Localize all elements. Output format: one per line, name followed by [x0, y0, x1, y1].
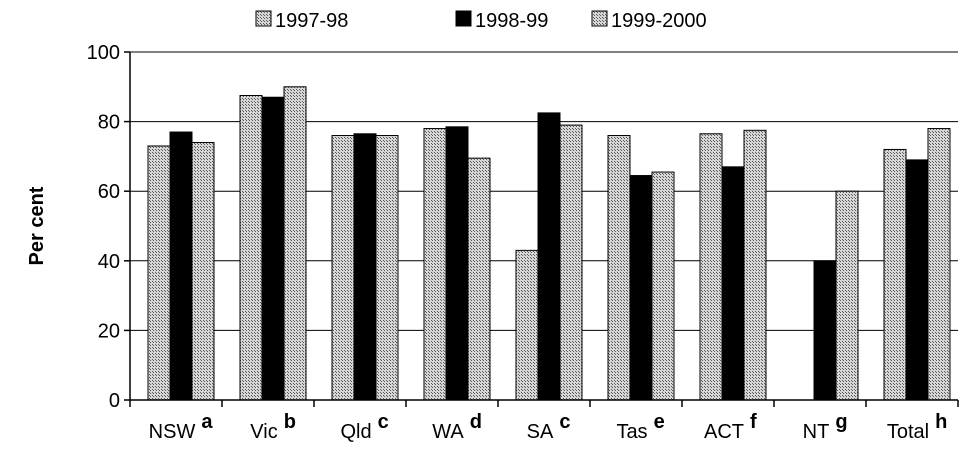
x-category-label: Total — [887, 421, 929, 443]
bar-1999-2000-Vic — [283, 86, 307, 401]
legend-swatch — [455, 10, 472, 27]
bar-1997-98-Total — [883, 148, 907, 401]
legend: 1997-98 1998-99 1999-2000 — [255, 10, 707, 32]
x-category-note: h — [935, 411, 947, 433]
bar-1999-2000-Total — [927, 128, 951, 401]
x-category-note: d — [470, 411, 482, 433]
legend-swatch — [591, 10, 608, 27]
bar-1999-2000-WA — [467, 157, 491, 401]
y-tick-label: 0 — [109, 390, 120, 412]
x-category-label: ACT — [704, 421, 744, 443]
legend-label: 1997-98 — [275, 10, 348, 32]
bars — [147, 86, 951, 401]
bar-1998-99-Qld — [353, 133, 377, 401]
x-category-note: f — [750, 411, 757, 433]
y-axis-label: Per cent — [26, 186, 48, 265]
y-tick-label: 80 — [98, 112, 120, 134]
x-category-note: g — [835, 411, 847, 433]
y-tick-labels: 0 20 40 60 80 100 — [87, 42, 120, 412]
x-category-note: c — [378, 411, 389, 433]
x-category-label: WA — [432, 421, 464, 443]
legend-swatch — [255, 10, 272, 27]
x-category-labels: NSW a Vic b Qld c WA d SA c Tas e ACT f NT g Total h — [149, 411, 948, 443]
bar-1999-2000-NT — [835, 190, 859, 401]
bar-1997-98-Qld — [331, 135, 355, 401]
bar-1997-98-ACT — [699, 133, 723, 401]
legend-label: 1998-99 — [475, 10, 548, 32]
bar-1999-2000-ACT — [743, 129, 767, 401]
x-category-label: Tas — [616, 421, 647, 443]
bar-1998-99-NSW — [169, 131, 193, 401]
y-tick-label: 100 — [87, 42, 120, 64]
bar-1997-98-Vic — [239, 95, 263, 401]
x-category-label: Vic — [250, 421, 277, 443]
axes — [124, 51, 959, 407]
bar-1997-98-WA — [423, 128, 447, 401]
bar-1999-2000-Tas — [651, 171, 675, 401]
x-category-label: Qld — [340, 421, 371, 443]
x-category-label: NT — [803, 421, 830, 443]
bar-1997-98-NSW — [147, 145, 171, 401]
y-tick-label: 60 — [98, 181, 120, 203]
bar-1998-99-SA — [537, 112, 561, 401]
bar-1998-99-Vic — [261, 96, 285, 401]
x-category-note: c — [559, 411, 570, 433]
legend-label: 1999-2000 — [611, 10, 707, 32]
bar-1998-99-NT — [813, 260, 837, 401]
x-category-label: SA — [527, 421, 554, 443]
x-category-note: e — [654, 411, 665, 433]
x-category-note: a — [201, 411, 213, 433]
bar-1998-99-Tas — [629, 175, 653, 401]
bar-1998-99-ACT — [721, 166, 745, 401]
bar-1999-2000-NSW — [191, 141, 215, 401]
y-tick-label: 40 — [98, 251, 120, 273]
bar-1999-2000-SA — [559, 124, 583, 401]
y-tick-label: 20 — [98, 320, 120, 342]
x-category-note: b — [284, 411, 296, 433]
bar-1997-98-SA — [515, 249, 539, 401]
bar-1998-99-Total — [905, 159, 929, 401]
x-category-label: NSW — [149, 421, 196, 443]
bar-1999-2000-Qld — [375, 135, 399, 401]
bar-1997-98-Tas — [607, 135, 631, 401]
bar-1998-99-WA — [445, 126, 469, 401]
